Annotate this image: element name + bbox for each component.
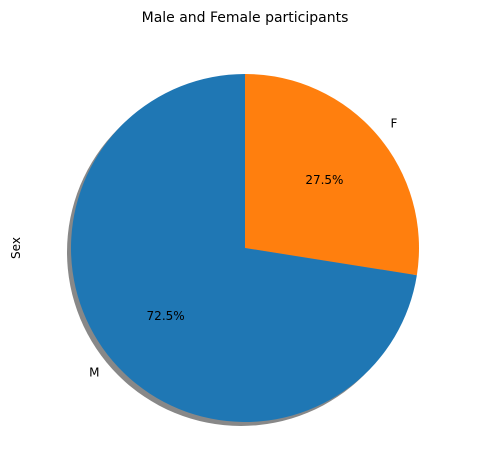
- pie-category-label-f: F: [391, 117, 398, 131]
- pie-pct-label-f: 27.5%: [305, 173, 343, 187]
- y-axis-label: Sex: [9, 237, 23, 259]
- pie-slices: [71, 74, 419, 422]
- pie-category-label-m: M: [89, 365, 99, 379]
- chart-title: Male and Female participants: [142, 10, 349, 26]
- pie-pct-label-m: 72.5%: [147, 309, 185, 323]
